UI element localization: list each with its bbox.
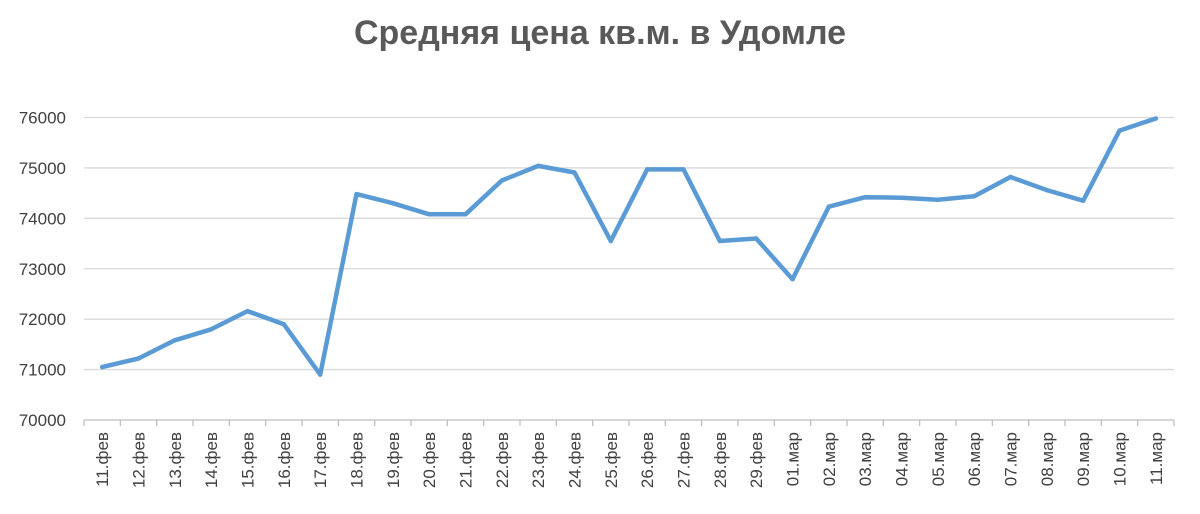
- data-point: [426, 212, 432, 217]
- x-tick-label: 02.мар: [820, 432, 839, 486]
- x-tick-label: 14.фев: [202, 432, 221, 488]
- x-tick-label: 08.мар: [1038, 432, 1057, 486]
- x-tick-label: 04.мар: [893, 432, 912, 486]
- x-tick-label: 12.фев: [130, 432, 149, 488]
- data-point: [826, 204, 832, 209]
- y-tick-label: 73000: [19, 260, 66, 279]
- data-point: [935, 197, 941, 202]
- data-point: [354, 191, 359, 197]
- x-tick-label: 27.фев: [675, 432, 694, 488]
- data-point: [644, 167, 650, 172]
- x-tick-label: 01.мар: [784, 432, 803, 486]
- y-axis-ticks: 70000 71000 72000 73000 74000 75000 76000: [19, 109, 66, 431]
- data-point: [1044, 187, 1050, 193]
- x-tick-label: 11.фев: [93, 432, 112, 487]
- y-tick-label: 72000: [19, 310, 66, 329]
- y-tick-label: 74000: [19, 209, 66, 228]
- x-tick-label: 16.фев: [275, 432, 294, 488]
- y-tick-label: 70000: [19, 411, 66, 430]
- x-tick-label: 20.фев: [420, 432, 439, 488]
- x-tick-label: 03.мар: [856, 432, 875, 486]
- data-point: [572, 170, 577, 175]
- data-point: [717, 238, 723, 244]
- x-tick-label: 11.мар: [1147, 432, 1166, 485]
- x-tick-label: 18.фев: [348, 432, 367, 488]
- x-tick-label: 06.мар: [965, 432, 984, 486]
- x-tick-label: 28.фев: [711, 432, 730, 488]
- y-tick-label: 71000: [19, 361, 66, 380]
- y-tick-label: 76000: [19, 109, 66, 128]
- x-axis-ticks: 11.фев 12.фев 13.фев 14.фев 15.фев 16.фев 17.ф…: [93, 432, 1166, 488]
- data-point: [245, 308, 250, 314]
- x-tick-label: 15.фев: [239, 432, 258, 488]
- gridlines: [84, 116, 1174, 371]
- data-point: [317, 372, 323, 377]
- data-point: [390, 201, 396, 206]
- data-point: [681, 167, 686, 172]
- data-point: [99, 364, 105, 370]
- chart-title: Средняя цена кв.м. в Удомле: [353, 14, 847, 52]
- x-tick-label: 23.фев: [529, 432, 548, 488]
- data-point: [753, 236, 759, 241]
- data-point: [172, 338, 178, 343]
- x-tick-label: 05.мар: [929, 432, 948, 486]
- data-point: [136, 356, 141, 361]
- x-tick-label: 21.фев: [457, 432, 476, 488]
- data-point: [862, 194, 868, 200]
- x-tick-label: 22.фев: [493, 432, 512, 488]
- y-tick-label: 75000: [19, 159, 66, 178]
- data-point: [899, 195, 904, 200]
- x-tick-label: 26.фев: [638, 432, 657, 488]
- x-axis: [83, 419, 1175, 426]
- x-tick-label: 13.фев: [166, 432, 185, 488]
- data-point: [1153, 116, 1159, 121]
- data-point: [463, 212, 468, 217]
- series-line: [99, 116, 1159, 377]
- data-point: [790, 277, 795, 282]
- data-point: [535, 163, 541, 169]
- x-tick-label: 07.мар: [1002, 432, 1021, 486]
- x-tick-label: 17.фев: [311, 432, 330, 488]
- data-point: [208, 327, 214, 332]
- x-tick-label: 25.фев: [602, 432, 621, 488]
- data-point: [1008, 174, 1013, 180]
- series-layer: [99, 116, 1159, 377]
- data-point: [1117, 128, 1122, 133]
- data-point: [281, 322, 287, 327]
- data-point: [499, 178, 505, 183]
- data-point: [971, 193, 977, 199]
- x-tick-label: 29.фев: [747, 432, 766, 488]
- x-tick-label: 10.мар: [1111, 432, 1130, 486]
- x-tick-label: 19.фев: [384, 432, 403, 488]
- data-point: [608, 238, 614, 244]
- x-tick-label: 24.фев: [566, 432, 585, 488]
- data-point: [1080, 198, 1086, 203]
- x-tick-label: 09.мар: [1074, 432, 1093, 486]
